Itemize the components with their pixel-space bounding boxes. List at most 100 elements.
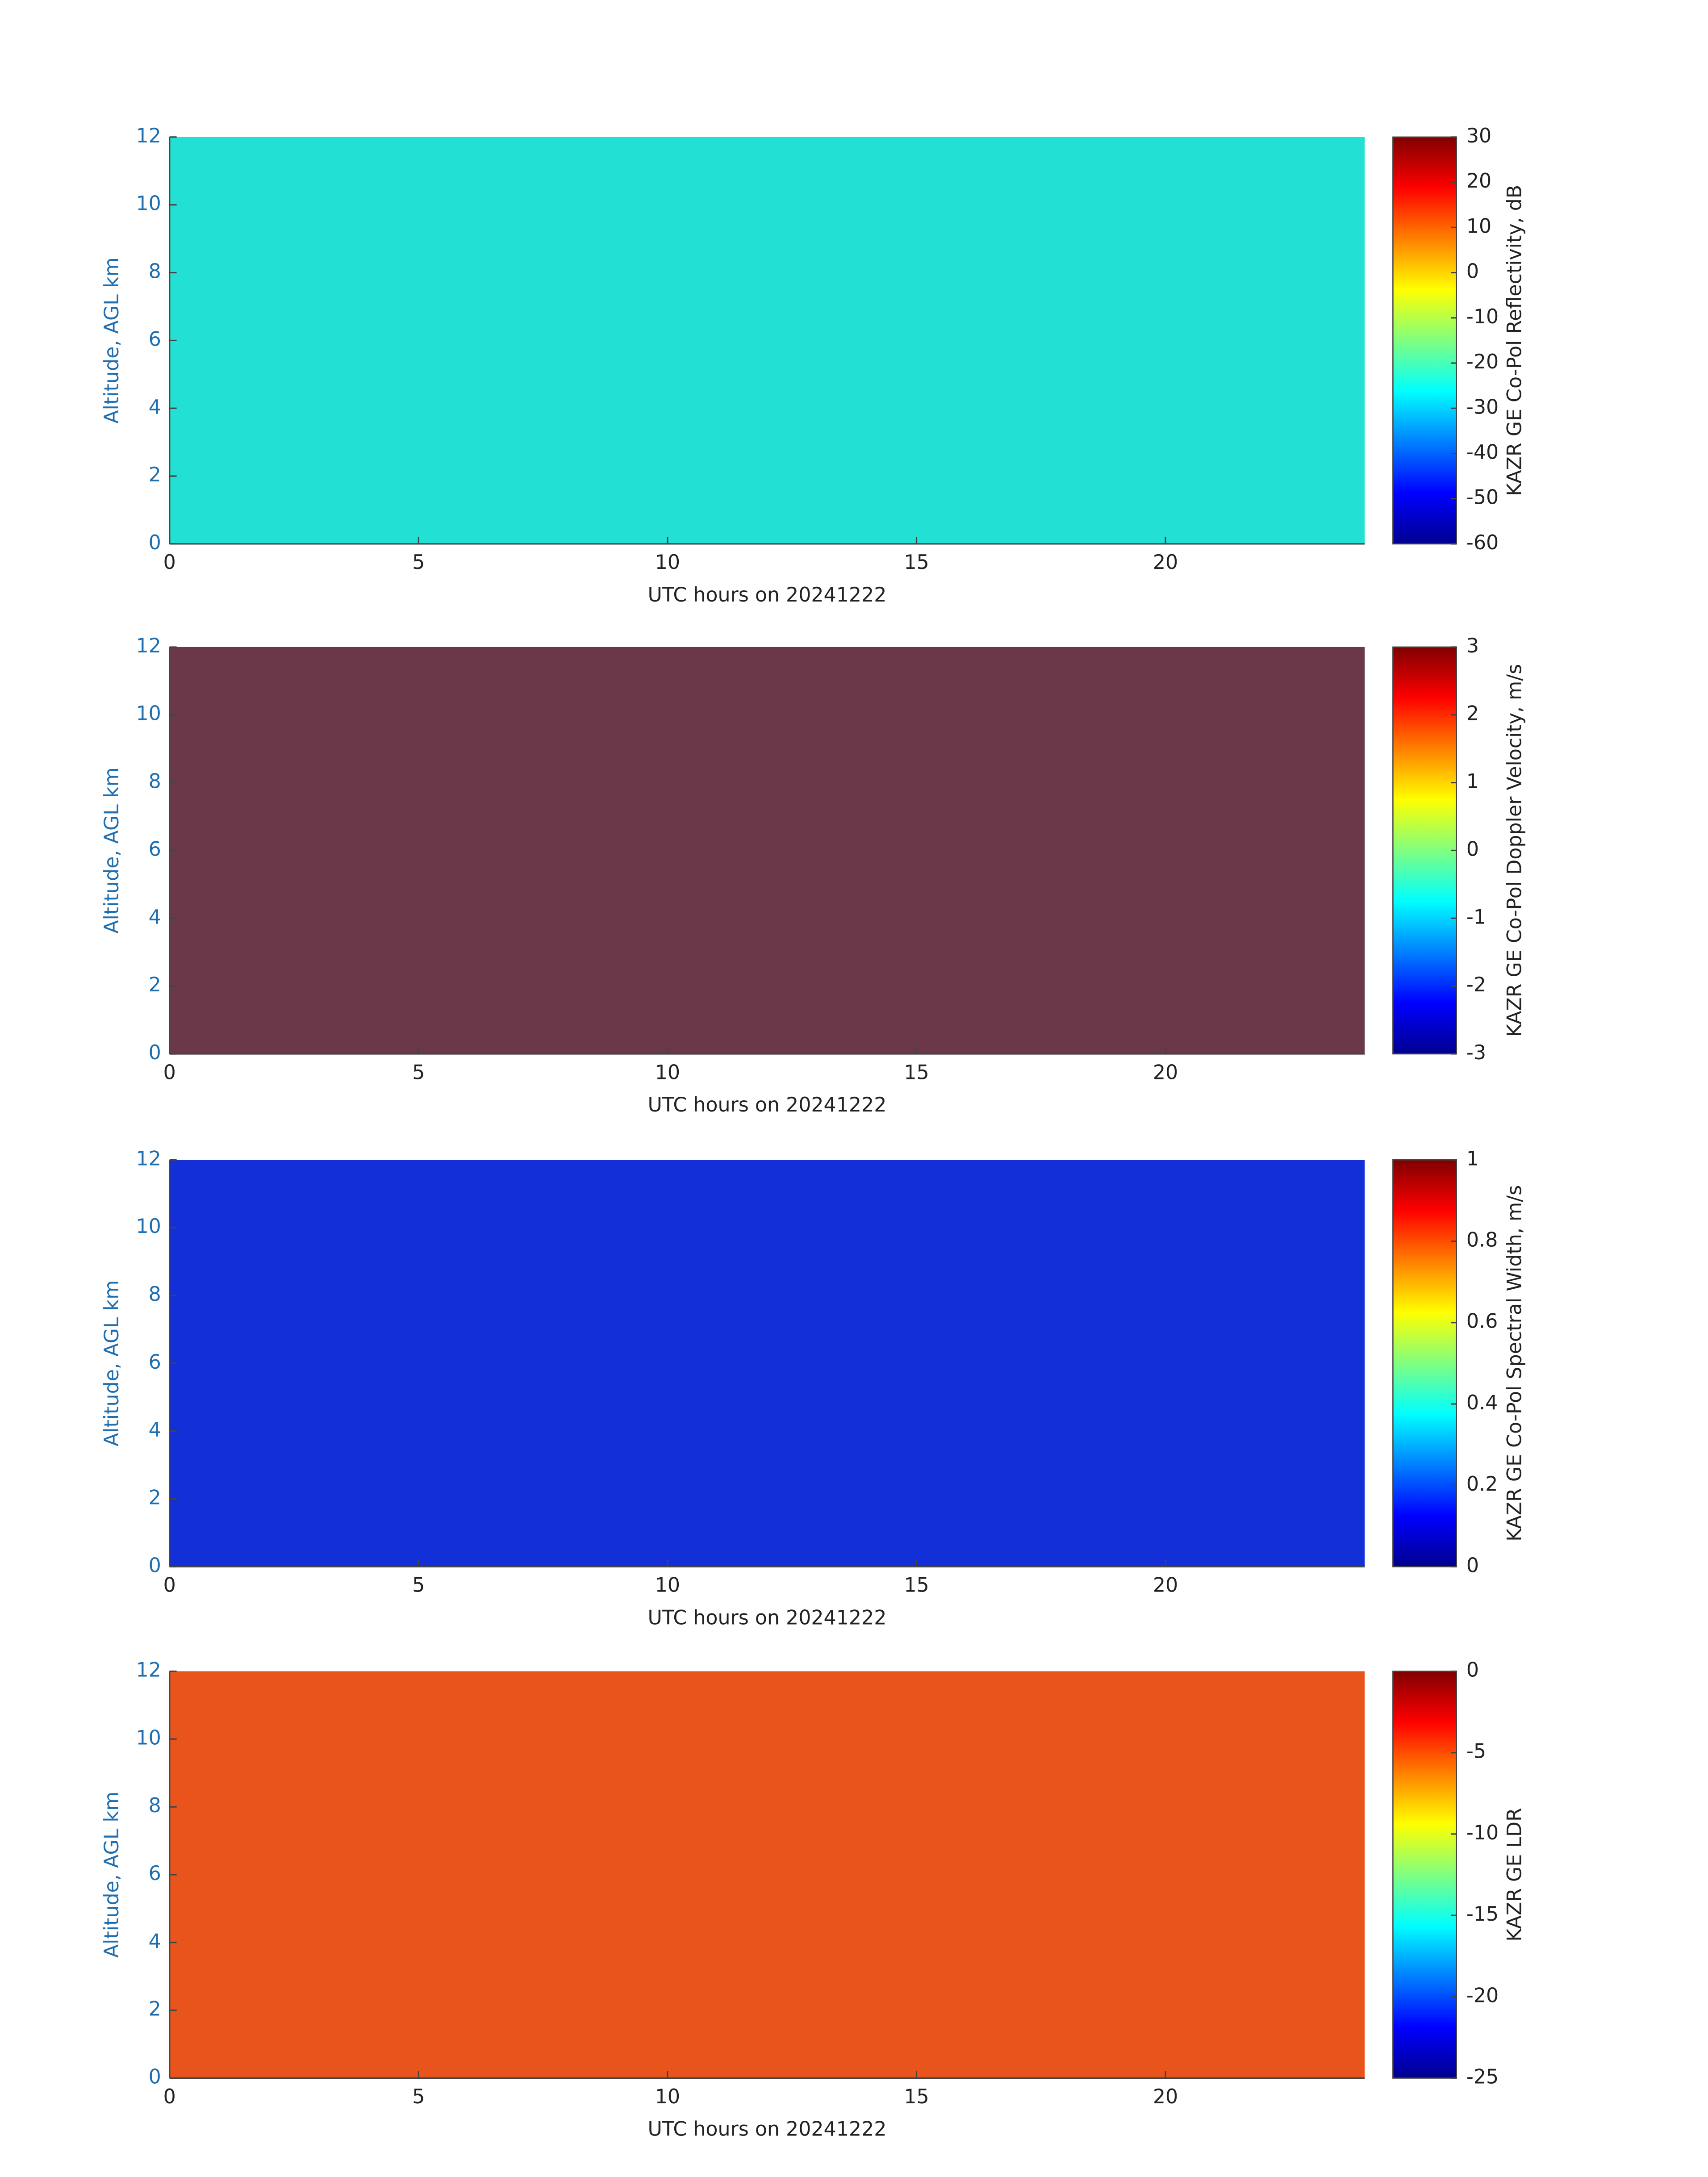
y-tick-label: 0 bbox=[149, 531, 161, 554]
y-tick-label: 12 bbox=[136, 1659, 161, 1681]
colorbar-label: KAZR GE LDR bbox=[1503, 1808, 1526, 1942]
colorbar-tick-label: -20 bbox=[1466, 351, 1499, 373]
y-tick-label: 0 bbox=[149, 1041, 161, 1064]
y-axis-label: Altitude, AGL km bbox=[100, 257, 123, 423]
plot-area bbox=[169, 647, 1365, 1054]
x-tick-label: 15 bbox=[904, 1574, 929, 1597]
colorbar-tick-label: -20 bbox=[1466, 1984, 1499, 2007]
y-tick-label: 0 bbox=[149, 1554, 161, 1577]
y-tick-label: 4 bbox=[149, 1419, 161, 1442]
y-axis-label: Altitude, AGL km bbox=[100, 767, 123, 933]
y-tick-label: 12 bbox=[136, 125, 161, 147]
colorbar-tick-label: 3 bbox=[1466, 635, 1479, 657]
y-tick-label: 4 bbox=[149, 1930, 161, 1953]
plot-area bbox=[169, 137, 1365, 544]
plot-area bbox=[169, 1160, 1365, 1567]
x-tick-label: 10 bbox=[655, 1061, 680, 1084]
colorbar-tick-label: 30 bbox=[1466, 125, 1491, 147]
colorbar-tick-label: -30 bbox=[1466, 396, 1499, 418]
y-tick-label: 10 bbox=[136, 1726, 161, 1749]
x-tick-label: 10 bbox=[655, 551, 680, 574]
x-axis-label: UTC hours on 20241222 bbox=[648, 1606, 887, 1629]
colorbar-tick-label: -40 bbox=[1466, 441, 1499, 464]
colorbar-tick-label: 2 bbox=[1466, 702, 1479, 725]
y-axis-label: Altitude, AGL km bbox=[100, 1792, 123, 1958]
y-tick-label: 6 bbox=[149, 1862, 161, 1885]
x-tick-label: 20 bbox=[1153, 2085, 1178, 2108]
colorbar-tick-label: -3 bbox=[1466, 1041, 1486, 1064]
colorbar-label: KAZR GE Co-Pol Reflectivity, dB bbox=[1503, 185, 1526, 496]
colorbar-tick-label: 20 bbox=[1466, 170, 1491, 192]
colorbar-tick-label: -50 bbox=[1466, 486, 1499, 509]
panel: 0 5 10 15 20 0 2 4 6 8 10 12 UTC hours on 20241222 Al… bbox=[100, 1659, 1526, 2140]
y-tick-label: 8 bbox=[149, 1794, 161, 1817]
colorbar-tick-label: 0 bbox=[1466, 1659, 1479, 1681]
colorbar bbox=[1392, 1159, 1457, 1567]
x-tick-label: 20 bbox=[1153, 1574, 1178, 1597]
colorbar-label: KAZR GE Co-Pol Spectral Width, m/s bbox=[1503, 1185, 1526, 1542]
y-tick-label: 12 bbox=[136, 635, 161, 657]
colorbar bbox=[1392, 136, 1457, 545]
colorbar-tick-label: -2 bbox=[1466, 974, 1486, 996]
x-tick-label: 10 bbox=[655, 1574, 680, 1597]
y-tick-label: 0 bbox=[149, 2066, 161, 2089]
x-axis-label: UTC hours on 20241222 bbox=[648, 584, 887, 606]
y-axis-label: Altitude, AGL km bbox=[100, 1280, 123, 1446]
y-tick-label: 2 bbox=[149, 1998, 161, 2021]
y-tick-label: 2 bbox=[149, 464, 161, 486]
colorbar-tick-label: 0.8 bbox=[1466, 1228, 1498, 1251]
colorbar-tick-label: 10 bbox=[1466, 215, 1491, 238]
colorbar-tick-label: -15 bbox=[1466, 1903, 1499, 1926]
colorbar-tick-label: -10 bbox=[1466, 1822, 1499, 1844]
colorbar-tick-label: 0 bbox=[1466, 838, 1479, 861]
colorbar-tick-label: 0 bbox=[1466, 260, 1479, 283]
x-tick-label: 10 bbox=[655, 2085, 680, 2108]
y-tick-label: 4 bbox=[149, 396, 161, 418]
x-tick-label: 0 bbox=[163, 1061, 176, 1084]
colorbar-tick-label: -60 bbox=[1466, 531, 1499, 554]
colorbar-label: KAZR GE Co-Pol Doppler Velocity, m/s bbox=[1503, 664, 1526, 1037]
x-tick-label: 5 bbox=[412, 2085, 425, 2108]
y-tick-label: 2 bbox=[149, 1487, 161, 1509]
colorbar-tick-label: 0.6 bbox=[1466, 1310, 1498, 1333]
y-tick-label: 8 bbox=[149, 1283, 161, 1306]
x-tick-label: 15 bbox=[904, 551, 929, 574]
x-tick-label: 5 bbox=[412, 1574, 425, 1597]
y-tick-label: 10 bbox=[136, 1215, 161, 1238]
x-axis-label: UTC hours on 20241222 bbox=[648, 1094, 887, 1116]
y-tick-label: 12 bbox=[136, 1147, 161, 1170]
colorbar-tick-label: 1 bbox=[1466, 770, 1479, 793]
x-tick-label: 0 bbox=[163, 1574, 176, 1597]
colorbar-tick-label: 0.2 bbox=[1466, 1473, 1498, 1496]
colorbar-tick-label: -1 bbox=[1466, 906, 1486, 928]
y-tick-label: 8 bbox=[149, 260, 161, 283]
colorbar-tick-label: 0.4 bbox=[1466, 1391, 1498, 1414]
y-tick-label: 6 bbox=[149, 838, 161, 861]
y-tick-label: 10 bbox=[136, 192, 161, 215]
y-tick-label: 2 bbox=[149, 974, 161, 996]
x-tick-label: 15 bbox=[904, 2085, 929, 2108]
x-axis-label: UTC hours on 20241222 bbox=[648, 2118, 887, 2141]
x-tick-label: 0 bbox=[163, 2085, 176, 2108]
x-tick-label: 20 bbox=[1153, 1061, 1178, 1084]
colorbar-tick-label: 0 bbox=[1466, 1554, 1479, 1577]
plot-area bbox=[169, 1671, 1365, 2078]
x-tick-label: 20 bbox=[1153, 551, 1178, 574]
colorbar bbox=[1392, 1671, 1457, 2079]
y-tick-label: 6 bbox=[149, 1351, 161, 1374]
y-tick-label: 8 bbox=[149, 770, 161, 793]
colorbar-tick-label: -25 bbox=[1466, 2066, 1499, 2089]
x-tick-label: 5 bbox=[412, 551, 425, 574]
colorbar bbox=[1392, 646, 1457, 1055]
y-tick-label: 10 bbox=[136, 702, 161, 725]
x-tick-label: 5 bbox=[412, 1061, 425, 1084]
x-tick-label: 0 bbox=[163, 551, 176, 574]
colorbar-tick-label: 1 bbox=[1466, 1147, 1479, 1170]
y-tick-label: 4 bbox=[149, 906, 161, 928]
colorbar-tick-label: -10 bbox=[1466, 305, 1499, 328]
x-tick-label: 15 bbox=[904, 1061, 929, 1084]
